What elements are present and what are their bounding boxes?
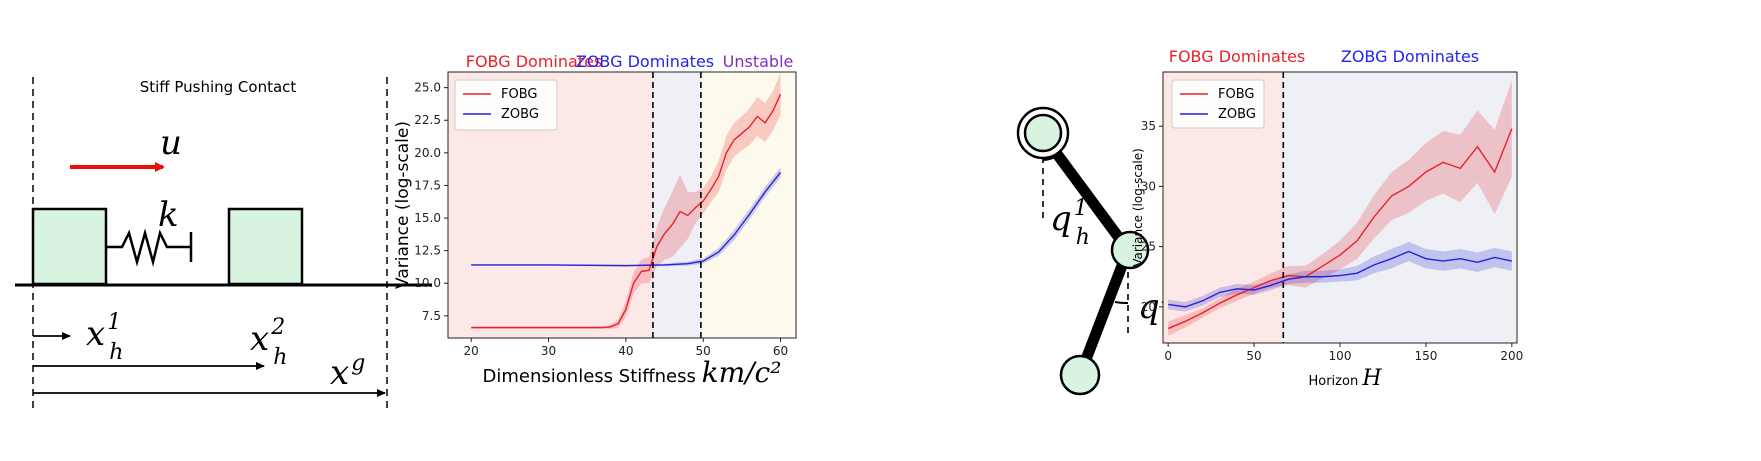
chart1-legend-label-zobg: ZOBG <box>1218 107 1256 122</box>
chart0-legend-label-fobg: FOBG <box>501 87 537 102</box>
chart0-region-label-0: FOBG Dominates <box>466 52 603 71</box>
chart1-y-tick-label: 35 <box>1141 119 1156 133</box>
chart0-legend: FOBG ZOBG <box>454 79 558 131</box>
chart0-region-2 <box>700 72 796 338</box>
chart0-y-axis-label: Variance (log-scale) <box>393 121 413 289</box>
chart0-y-tick-label: 7.5 <box>422 309 441 323</box>
chart0-x-axis-label-text: Dimensionless Stiffness <box>483 366 702 387</box>
chart1-y-axis-label: Variance (log-scale) <box>1131 148 1145 267</box>
chart1-x-axis-label-text: Horizon <box>1308 374 1362 389</box>
chart0-y-tick-label: 12.5 <box>414 244 441 258</box>
x2-label: x2 h <box>250 315 287 370</box>
chart1-x-tick-label: 200 <box>1500 349 1523 363</box>
chart1-region-label-1: ZOBG Dominates <box>1341 47 1479 66</box>
chart0-x-tick-label: 20 <box>464 344 479 358</box>
chart1-x-tick-label: 100 <box>1329 349 1352 363</box>
spring-label-k: k <box>158 195 179 235</box>
pendulum-link-2 <box>1074 244 1134 381</box>
chart0-region-1 <box>652 72 701 338</box>
chart1-y-tick-label: 30 <box>1141 179 1156 193</box>
chart0-region-label-1: ZOBG Dominates <box>576 52 714 71</box>
chart0-x-axis-label: Dimensionless Stiffness km/c² <box>483 356 782 389</box>
chart0-y-tick-label: 22.5 <box>414 113 441 127</box>
chart0-x-axis-label-math: km/c² <box>702 356 782 389</box>
pendulum-end-mass <box>1059 354 1101 396</box>
chart1-band-fobg <box>1168 80 1512 336</box>
chart1-legend-box <box>1171 79 1265 129</box>
horizon-variance-chart: FOBG Dominates ZOBG Dominates 0 50 100 150 200… <box>1131 47 1523 391</box>
chart1-region-label-0: FOBG Dominates <box>1169 47 1306 66</box>
block-2 <box>227 207 304 286</box>
panel-pushing-contact: Stiff Pushing Contact u k x1 h x2 h xg <box>15 77 432 412</box>
chart1-y-tick-label: 25 <box>1141 240 1156 254</box>
xg-label: xg <box>330 351 365 393</box>
chart0-y-tick-label: 15.0 <box>414 211 441 225</box>
chart0-legend-box <box>454 79 558 131</box>
input-label-u: u <box>160 123 182 163</box>
chart0-x-tick-label: 30 <box>541 344 556 358</box>
panel-a-title: Stiff Pushing Contact <box>140 78 297 96</box>
chart0-region-label-2: Unstable <box>723 52 794 71</box>
chart1-region-1 <box>1283 72 1517 343</box>
chart0-x-tick-label: 60 <box>773 344 788 358</box>
x1-label: x1 h <box>86 310 123 365</box>
q1-angle-arc <box>1042 154 1059 161</box>
chart1-line-zobg <box>1168 250 1512 308</box>
q1-label: q1 h <box>1050 196 1090 250</box>
chart0-x-tick-label: 40 <box>618 344 633 358</box>
chart1-x-tick-label: 150 <box>1414 349 1437 363</box>
chart0-legend-label-zobg: ZOBG <box>501 107 539 122</box>
pendulum-base-joint <box>1023 113 1063 153</box>
chart0-x-tick-label: 50 <box>696 344 711 358</box>
chart0-line-zobg <box>471 171 782 267</box>
chart1-line-fobg <box>1167 128 1513 330</box>
chart1-x-tick-label: 0 <box>1164 349 1172 363</box>
chart1-y-tick-label: 20 <box>1141 300 1156 314</box>
chart1-x-axis-label-math: H <box>1361 366 1382 391</box>
chart0-y-tick-label: 17.5 <box>414 178 441 192</box>
block-1 <box>31 207 108 286</box>
spring <box>106 228 191 267</box>
q2-angle-arc <box>1114 301 1129 305</box>
chart0-y-tick-label: 10.0 <box>414 276 441 290</box>
chart0-y-tick-label: 20.0 <box>414 146 441 160</box>
chart1-x-tick-label: 50 <box>1246 349 1261 363</box>
chart1-legend: FOBG ZOBG <box>1171 79 1265 129</box>
pendulum-middle-joint <box>1110 230 1150 270</box>
chart0-y-tick-label: 25.0 <box>414 81 441 95</box>
chart1-x-axis-label: Horizon H <box>1308 366 1382 391</box>
chart1-legend-label-fobg: FOBG <box>1218 87 1254 102</box>
chart0-line-fobg <box>471 93 782 329</box>
chart0-axes-frame <box>447 71 797 339</box>
